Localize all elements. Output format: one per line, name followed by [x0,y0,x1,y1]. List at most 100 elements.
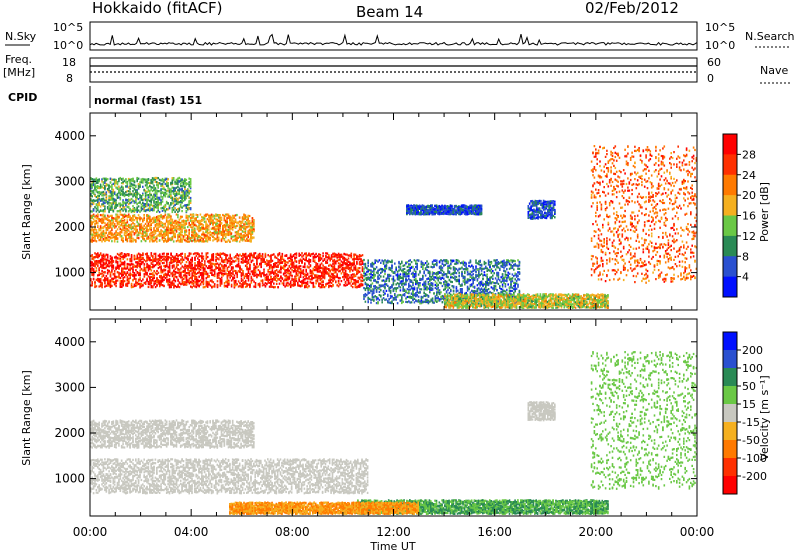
power-cell [191,272,193,274]
power-cell [383,269,385,271]
power-cell [270,254,272,256]
power-cell [160,280,162,282]
power-cell [513,275,515,277]
power-cell [187,259,189,261]
power-cell [390,290,392,292]
power-cell [204,264,206,266]
power-cell [283,259,285,261]
power-cell [142,284,144,286]
power-cell [377,261,379,263]
power-cell [173,274,175,276]
power-cell [101,276,103,278]
power-cell [458,280,460,282]
power-cell [134,258,136,260]
power-cell [320,255,322,257]
power-cell [96,285,98,287]
power-cell [96,279,98,281]
power-cell [367,270,369,272]
power-cell [169,279,171,281]
power-cell [107,229,109,231]
power-cell [210,269,212,271]
power-cell [433,266,435,268]
power-cell [122,274,124,276]
power-cell [284,263,286,265]
power-cell [516,274,518,276]
power-cell [290,271,292,273]
power-cell [324,258,326,260]
power-cell [93,221,95,223]
power-cell [373,300,375,302]
power-cell [127,254,129,256]
power-cell [172,280,174,282]
power-cell [492,275,494,277]
power-cell [464,268,466,270]
power-cell [169,286,171,288]
power-cell [477,290,479,292]
power-cell [100,266,102,268]
power-cell [263,271,265,273]
power-cell [175,255,177,257]
power-cell [249,253,251,255]
power-cell [341,268,343,270]
power-cell [279,261,281,263]
power-cell [177,260,179,262]
power-cell [148,275,150,277]
power-cell [298,253,300,255]
power-cell [398,283,400,285]
power-cell [249,273,251,275]
power-cell [91,269,93,271]
power-cell [321,275,323,277]
power-cell [127,238,129,240]
power-cell [191,259,193,261]
power-cell [402,278,404,280]
power-cell [305,255,307,257]
power-cell [94,265,96,267]
power-cell [376,286,378,288]
power-cell [231,272,233,274]
power-cell [186,272,188,274]
power-cell [118,258,120,260]
power-cell [419,270,421,272]
power-cell [482,289,484,291]
power-cell [129,258,131,260]
power-cell [184,255,186,257]
power-cell [481,270,483,272]
power-cell [296,254,298,256]
power-cell [430,282,432,284]
power-cell [91,261,93,263]
power-cell [308,278,310,280]
power-cell [336,284,338,286]
power-cell [120,259,122,261]
power-cell [516,280,518,282]
power-cell [467,268,469,270]
power-cell [502,284,504,286]
power-cell [211,272,213,274]
power-cell [321,257,323,259]
power-cell [197,257,199,259]
power-cell [175,273,177,275]
power-cell [270,277,272,279]
power-cell [231,261,233,263]
power-cell [482,278,484,280]
power-cell [160,284,162,286]
power-cell [471,271,473,273]
power-cell [146,214,148,216]
power-cell [442,285,444,287]
power-cell [155,286,157,288]
power-cell [107,272,109,274]
power-cell [339,256,341,258]
power-cell [266,259,268,261]
power-cell [101,267,103,269]
power-cell [129,219,131,221]
power-cell [291,266,293,268]
power-cell [317,280,319,282]
power-cell [387,261,389,263]
power-cell [273,273,275,275]
power-cell [215,267,217,269]
power-cell [215,253,217,255]
power-cell [103,230,105,232]
power-cell [177,269,179,271]
power-cell [113,278,115,280]
power-cell [248,279,250,281]
power-cell [282,257,284,259]
